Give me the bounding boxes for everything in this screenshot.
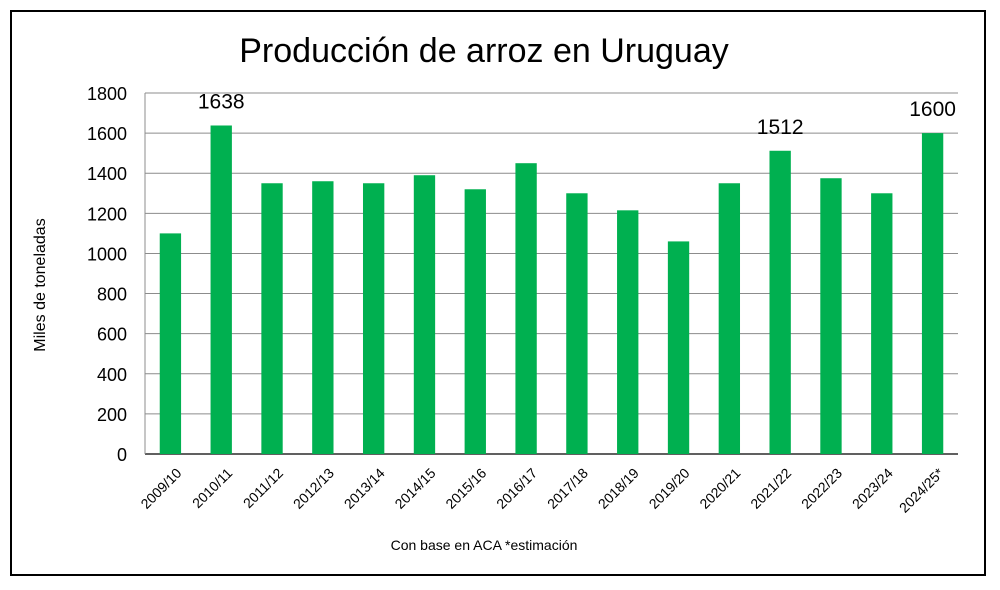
data-label: 1638: [198, 90, 245, 113]
x-tick-label: 2017/18: [544, 465, 591, 512]
x-tick-label: 2020/21: [696, 465, 743, 512]
x-axis-ticks: 2009/10 2010/11 2011/12 2012/13 2013/14 2014/…: [137, 464, 947, 515]
data-labels: 1638 1512 1600: [198, 90, 956, 138]
bar: [566, 193, 588, 454]
y-tick-label: 200: [97, 405, 127, 425]
bar: [464, 189, 486, 454]
x-tick-label: 2011/12: [240, 465, 287, 512]
y-tick-label: 1800: [87, 84, 127, 104]
x-tick-label: 2022/23: [798, 465, 845, 512]
bar: [261, 183, 283, 454]
y-tick-label: 800: [97, 285, 127, 305]
x-tick-label: 2014/15: [391, 465, 438, 512]
y-axis-ticks: 0 200 400 600 800 1000 1200 1400 1600 1800: [87, 84, 127, 465]
y-tick-label: 1600: [87, 124, 127, 144]
bar: [515, 163, 537, 454]
bar: [362, 183, 385, 454]
y-tick-label: 1400: [87, 164, 127, 184]
bars: [159, 125, 944, 455]
x-tick-label: 2013/14: [341, 465, 388, 512]
bar: [871, 193, 893, 454]
y-tick-label: 0: [117, 445, 127, 465]
bar: [159, 233, 182, 454]
data-label: 1512: [757, 116, 804, 139]
x-tick-label: 2021/22: [747, 465, 794, 512]
bar: [413, 175, 436, 454]
x-tick-label: 2018/19: [595, 465, 642, 512]
y-axis-label: Miles de toneladas: [32, 218, 49, 351]
x-tick-label: 2012/13: [290, 465, 337, 512]
bar: [769, 150, 791, 454]
bar: [667, 241, 690, 454]
x-tick-label: 2019/20: [646, 465, 693, 512]
bar: [820, 178, 842, 454]
bar: [718, 183, 741, 454]
bar: [210, 125, 232, 455]
y-tick-label: 400: [97, 365, 127, 385]
data-label: 1600: [909, 98, 956, 121]
x-tick-label: 2016/17: [493, 465, 540, 512]
bar: [617, 210, 639, 454]
y-tick-label: 1000: [87, 244, 127, 264]
x-tick-label: 2010/11: [189, 465, 236, 512]
x-tick-label: 2024/25*: [896, 464, 947, 515]
x-tick-label: 2009/10: [137, 465, 184, 512]
x-tick-label: 2015/16: [442, 465, 489, 512]
y-tick-label: 600: [97, 325, 127, 345]
x-tick-label: 2023/24: [849, 465, 896, 512]
bar: [921, 133, 944, 454]
y-tick-label: 1200: [87, 204, 127, 224]
source-note: Con base en ACA *estimación: [391, 537, 578, 553]
bar: [312, 181, 334, 454]
chart-title: Producción de arroz en Uruguay: [239, 32, 729, 70]
